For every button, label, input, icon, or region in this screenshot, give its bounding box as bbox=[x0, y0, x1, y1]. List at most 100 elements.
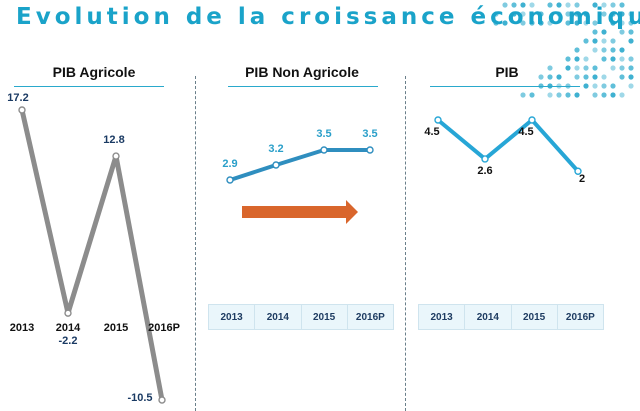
decor-dot bbox=[574, 65, 580, 71]
data-label: 2.6 bbox=[477, 164, 493, 177]
decor-dot bbox=[601, 74, 607, 80]
decor-dot bbox=[547, 65, 553, 71]
data-point bbox=[574, 167, 582, 175]
x-tick-label: 2013 bbox=[9, 322, 35, 334]
decor-dot bbox=[529, 11, 535, 17]
panel-title-pib: PIB bbox=[495, 64, 519, 80]
decor-dot bbox=[583, 11, 589, 17]
decor-dot bbox=[610, 11, 616, 17]
decor-dot bbox=[592, 74, 598, 80]
decor-dot bbox=[538, 11, 544, 17]
decor-dot bbox=[610, 20, 616, 26]
x-tick-label: 2014 bbox=[255, 305, 302, 329]
data-point bbox=[158, 396, 166, 404]
decor-dot bbox=[574, 47, 580, 53]
decor-dot bbox=[583, 38, 589, 44]
decor-dot bbox=[619, 56, 625, 62]
decor-dot bbox=[583, 20, 589, 26]
decor-dot bbox=[502, 20, 508, 26]
decor-dot bbox=[628, 74, 634, 80]
decor-dot bbox=[619, 2, 625, 8]
decor-dot bbox=[592, 65, 598, 71]
panel-underline-pib-agricole bbox=[14, 86, 164, 87]
decor-dot bbox=[529, 2, 535, 8]
data-point bbox=[481, 155, 489, 163]
decor-dot bbox=[610, 47, 616, 53]
slide-title: Evolution de la croissance économique bbox=[16, 4, 640, 30]
x-tick-label: 2013 bbox=[419, 305, 466, 329]
x-tick-label: 2014 bbox=[55, 322, 81, 334]
decor-dot bbox=[610, 92, 616, 98]
decor-dot bbox=[601, 11, 607, 17]
decor-dot bbox=[538, 74, 544, 80]
decor-dot bbox=[619, 92, 625, 98]
year-axis-band: 2013 2014 2015 2016P bbox=[418, 304, 604, 330]
decor-dot bbox=[583, 65, 589, 71]
year-axis-band: 2013 2014 2015 2016P bbox=[208, 304, 394, 330]
decor-dot bbox=[565, 11, 571, 17]
decor-dot bbox=[565, 20, 571, 26]
trend-arrow bbox=[242, 200, 358, 224]
panel-separator bbox=[195, 76, 196, 411]
decor-dot bbox=[619, 47, 625, 53]
decor-dot bbox=[574, 11, 580, 17]
data-point bbox=[366, 146, 374, 154]
data-point bbox=[64, 309, 72, 317]
decor-dot bbox=[592, 83, 598, 89]
decor-dot bbox=[628, 38, 634, 44]
data-point bbox=[528, 116, 536, 124]
decor-dot bbox=[583, 56, 589, 62]
x-tick-label: 2015 bbox=[302, 305, 348, 329]
decor-dot bbox=[592, 20, 598, 26]
decor-dot bbox=[592, 47, 598, 53]
panel-underline-pib bbox=[430, 86, 580, 87]
data-label: 4.5 bbox=[424, 126, 440, 138]
decor-dot bbox=[556, 11, 562, 17]
data-label: 4.5 bbox=[518, 126, 534, 138]
x-tick-label: 2014 bbox=[465, 305, 512, 329]
panel-title-pib-non-agricole: PIB Non Agricole bbox=[245, 64, 359, 80]
data-point bbox=[226, 176, 234, 184]
decor-dot bbox=[610, 65, 616, 71]
data-point bbox=[434, 116, 442, 124]
series-line bbox=[436, 118, 580, 173]
decor-dot bbox=[610, 38, 616, 44]
decor-dot bbox=[619, 74, 625, 80]
decor-dot bbox=[556, 74, 562, 80]
decor-dot bbox=[601, 83, 607, 89]
data-point bbox=[320, 146, 328, 154]
decor-dot bbox=[592, 92, 598, 98]
decor-dot bbox=[601, 92, 607, 98]
decor-dot bbox=[592, 2, 598, 8]
data-label: 2.9 bbox=[222, 158, 238, 170]
decor-dot bbox=[628, 65, 634, 71]
data-label: 3.2 bbox=[268, 143, 284, 155]
decorative-dots bbox=[493, 2, 634, 98]
decor-dot bbox=[556, 92, 562, 98]
decor-dot bbox=[619, 65, 625, 71]
data-label: 17.2 bbox=[7, 92, 29, 104]
decor-dot bbox=[493, 11, 499, 17]
decor-dot bbox=[628, 20, 634, 26]
decor-dot bbox=[601, 47, 607, 53]
decor-dot bbox=[565, 56, 571, 62]
decor-dot bbox=[619, 11, 625, 17]
decor-dot bbox=[565, 2, 571, 8]
x-tick-label: 2016P bbox=[565, 311, 595, 323]
decor-dot bbox=[520, 92, 526, 98]
data-point bbox=[112, 152, 120, 160]
decor-dot bbox=[574, 92, 580, 98]
decor-dot bbox=[601, 2, 607, 8]
decor-dot bbox=[565, 92, 571, 98]
data-label: 3.5 bbox=[362, 128, 378, 140]
x-tick-label: 2013 bbox=[209, 305, 256, 329]
decor-dot bbox=[574, 74, 580, 80]
decor-dot bbox=[592, 38, 598, 44]
data-point bbox=[272, 161, 280, 169]
data-label: -2.2 bbox=[58, 335, 78, 348]
x-tick-label: 2016P bbox=[355, 311, 385, 323]
x-tick-label: 2015 bbox=[103, 322, 129, 334]
panel-title-pib-agricole: PIB Agricole bbox=[52, 64, 136, 80]
decor-dot bbox=[529, 92, 535, 98]
